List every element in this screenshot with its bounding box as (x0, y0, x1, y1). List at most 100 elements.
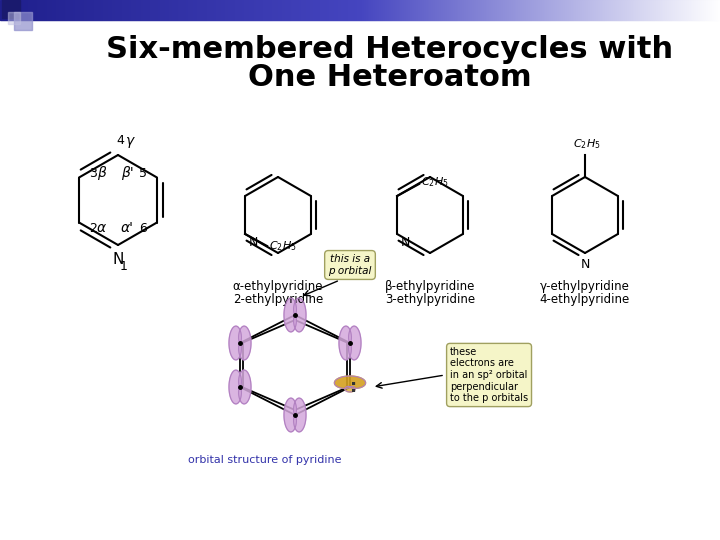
Bar (691, 0, 692, 20)
Bar (367, 0, 368, 20)
Bar (8, 12, 20, 24)
Text: 3-ethylpyridine: 3-ethylpyridine (385, 293, 475, 306)
Bar (77, 0, 78, 20)
Bar (644, 0, 645, 20)
Bar (640, 0, 641, 20)
Bar (90, 0, 91, 20)
Bar (25, 0, 26, 20)
Bar (686, 0, 687, 20)
Bar (511, 0, 512, 20)
Bar (88, 0, 89, 20)
Text: :: : (351, 378, 358, 396)
Polygon shape (229, 370, 241, 404)
Bar (146, 0, 147, 20)
Bar (312, 0, 313, 20)
Bar (287, 0, 288, 20)
Bar (266, 0, 267, 20)
Bar (44, 0, 45, 20)
Bar (293, 0, 294, 20)
Bar (560, 0, 561, 20)
Bar (278, 0, 279, 20)
Bar (563, 0, 564, 20)
Bar (159, 0, 160, 20)
Bar (218, 0, 219, 20)
Bar (658, 0, 659, 20)
Bar (571, 0, 572, 20)
Bar (480, 0, 481, 20)
Bar (515, 0, 516, 20)
Bar (105, 0, 106, 20)
Bar (23, 0, 24, 20)
Bar (328, 0, 329, 20)
Bar (67, 0, 68, 20)
Bar (261, 0, 262, 20)
Bar (541, 0, 542, 20)
Bar (575, 0, 576, 20)
Bar (552, 0, 553, 20)
Bar (706, 0, 707, 20)
Bar (514, 0, 515, 20)
Bar (399, 0, 400, 20)
Bar (244, 0, 245, 20)
Bar (201, 0, 202, 20)
Bar (235, 0, 236, 20)
Bar (428, 0, 429, 20)
Bar (126, 0, 127, 20)
Bar (243, 0, 244, 20)
Bar (226, 0, 227, 20)
Bar (441, 0, 442, 20)
Bar (200, 0, 201, 20)
Bar (363, 0, 364, 20)
Bar (719, 0, 720, 20)
Bar (565, 0, 566, 20)
Bar (213, 0, 214, 20)
Bar (631, 0, 632, 20)
Bar (501, 0, 502, 20)
Bar (163, 0, 164, 20)
Bar (705, 0, 706, 20)
Bar (0, 0, 1, 20)
Bar (581, 0, 582, 20)
Bar (323, 0, 324, 20)
Bar (353, 0, 354, 20)
Bar (249, 0, 250, 20)
Bar (271, 0, 272, 20)
Bar (313, 0, 314, 20)
Bar (158, 0, 159, 20)
Bar (269, 0, 270, 20)
Bar (570, 0, 571, 20)
Bar (416, 0, 417, 20)
Bar (0, 3, 720, 4)
Bar (684, 0, 685, 20)
Bar (573, 0, 574, 20)
Bar (1, 0, 2, 20)
Bar (232, 0, 233, 20)
Bar (154, 0, 155, 20)
Bar (127, 0, 128, 20)
Bar (104, 0, 105, 20)
Bar (516, 0, 517, 20)
Bar (664, 0, 665, 20)
Bar (211, 0, 212, 20)
Bar (151, 0, 152, 20)
Bar (676, 0, 677, 20)
Bar (14, 0, 15, 20)
Bar (385, 0, 386, 20)
Bar (178, 0, 179, 20)
Bar (442, 0, 443, 20)
Bar (73, 0, 74, 20)
Bar (523, 0, 524, 20)
Bar (498, 0, 499, 20)
Bar (49, 0, 50, 20)
Bar (470, 0, 471, 20)
Bar (696, 0, 697, 20)
Bar (547, 0, 548, 20)
Bar (362, 0, 363, 20)
Bar (59, 0, 60, 20)
Bar (227, 0, 228, 20)
Bar (464, 0, 465, 20)
Bar (281, 0, 282, 20)
Bar (259, 0, 260, 20)
Bar (349, 0, 350, 20)
Bar (457, 0, 458, 20)
